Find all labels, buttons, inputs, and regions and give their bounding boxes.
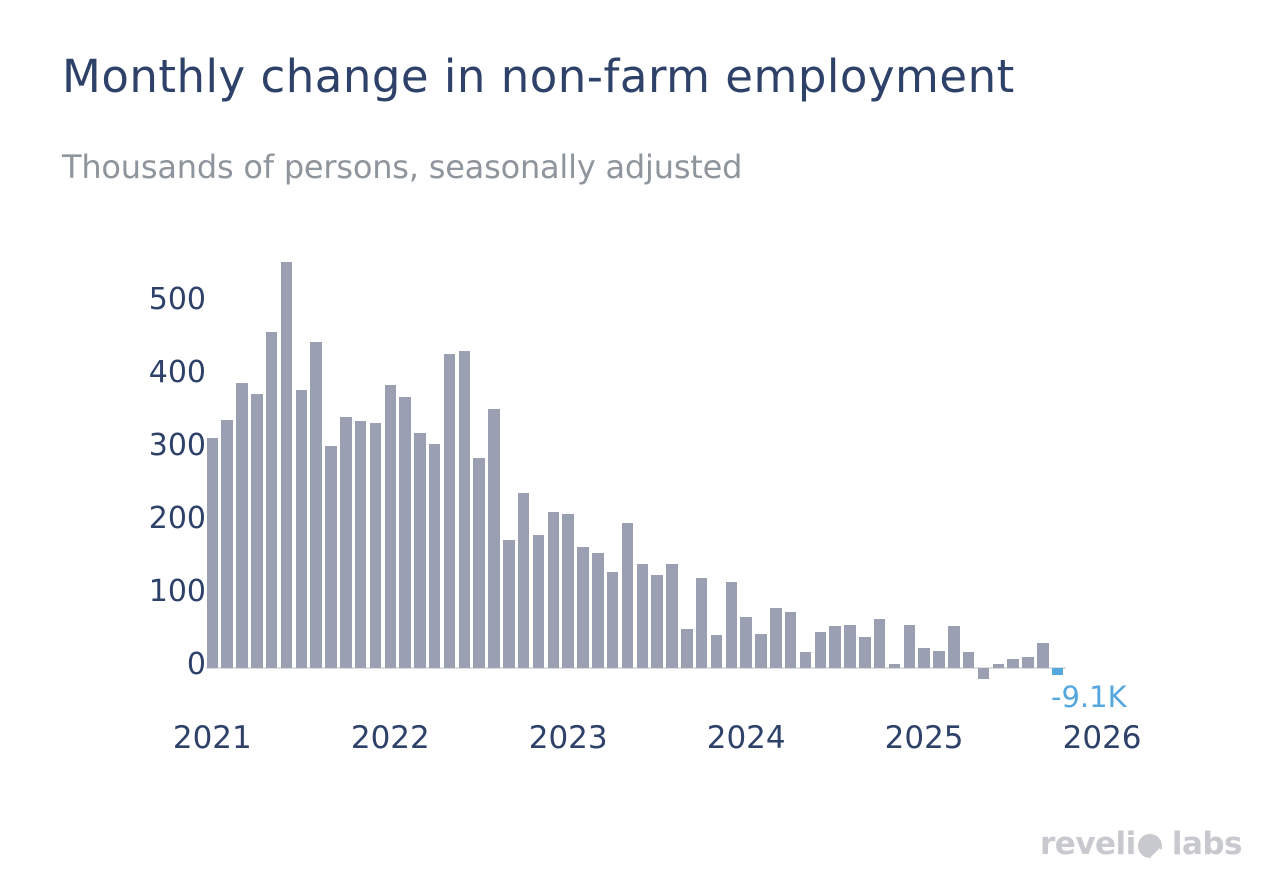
bar-jun-2024 [814, 631, 827, 668]
logo-text-left: reveli [1040, 826, 1136, 862]
bar-nov-2022 [532, 535, 545, 668]
bar-jun-2025 [992, 664, 1005, 668]
bar-may-2022 [443, 354, 456, 668]
bar-mar-2025 [948, 626, 960, 668]
logo-text-right: labs [1171, 826, 1243, 862]
bar-jan-2022 [384, 385, 397, 668]
chart-subtitle: Thousands of persons, seasonally adjuste… [62, 148, 743, 186]
y-tick-200: 200 [148, 500, 206, 536]
bar-mar-2023 [592, 552, 604, 668]
bar-jul-2022 [473, 457, 485, 668]
bar-jul-2023 [651, 575, 663, 668]
bar-may-2025 [977, 668, 990, 679]
bar-jun-2021 [280, 262, 293, 668]
x-tick-2021: 2021 [172, 720, 252, 756]
bar-jan-2021 [206, 437, 219, 668]
bar-mar-2021 [236, 382, 248, 668]
y-tick-400: 400 [148, 354, 206, 390]
bar-mar-2022 [414, 432, 426, 668]
bar-dec-2024 [903, 624, 916, 668]
bar-apr-2021 [251, 393, 263, 668]
bar-jul-2021 [295, 390, 308, 668]
bar-sep-2025 [1037, 643, 1049, 668]
x-tick-2023: 2023 [528, 720, 608, 756]
x-tick-2022: 2022 [350, 720, 430, 756]
bar-dec-2021 [369, 423, 382, 668]
bar-sep-2021 [325, 445, 337, 668]
bar-feb-2024 [755, 633, 767, 668]
bar-feb-2022 [399, 396, 411, 668]
bar-apr-2025 [962, 651, 975, 668]
revelio-labs-logo: reveli labs [1040, 826, 1243, 862]
y-tick-300: 300 [148, 427, 206, 463]
bar-jan-2024 [740, 616, 752, 668]
bar-may-2024 [799, 651, 812, 668]
y-tick-0: 0 [186, 646, 206, 682]
bar-nov-2023 [710, 635, 723, 668]
bar-may-2021 [265, 331, 278, 668]
bar-jan-2025 [918, 647, 930, 668]
bar-oct-2023 [695, 578, 708, 668]
x-tick-2026: 2026 [1062, 720, 1142, 756]
bar-dec-2023 [725, 581, 738, 668]
last-bar-value-label: -9.1K [1051, 680, 1127, 714]
bar-jul-2025 [1007, 659, 1019, 668]
bar-oct-2022 [517, 492, 530, 668]
zero-baseline [206, 667, 1066, 669]
bar-feb-2021 [221, 419, 233, 668]
y-tick-100: 100 [148, 573, 206, 609]
bar-jun-2022 [458, 350, 471, 668]
bar-oct-2025 [1051, 668, 1064, 675]
bar-oct-2024 [873, 619, 886, 668]
revelio-o-icon [1137, 833, 1162, 858]
bar-jan-2023 [562, 513, 574, 668]
bar-nov-2021 [354, 420, 367, 668]
bar-aug-2025 [1022, 657, 1034, 668]
bar-apr-2023 [606, 571, 619, 668]
bar-feb-2023 [577, 547, 589, 668]
chart-title: Monthly change in non-farm employment [62, 50, 1015, 103]
y-tick-500: 500 [148, 281, 206, 317]
bar-sep-2022 [503, 540, 515, 668]
bar-apr-2022 [428, 443, 441, 668]
bar-aug-2023 [666, 563, 678, 668]
bar-sep-2024 [859, 636, 871, 668]
bar-aug-2024 [844, 624, 856, 668]
bar-may-2023 [621, 522, 634, 668]
bar-dec-2022 [547, 512, 560, 668]
bar-aug-2022 [488, 409, 500, 668]
x-tick-2025: 2025 [884, 720, 964, 756]
bar-jun-2023 [636, 563, 649, 668]
bar-feb-2025 [933, 650, 945, 668]
x-tick-2024: 2024 [706, 720, 786, 756]
bar-apr-2024 [784, 611, 797, 668]
bar-nov-2024 [888, 664, 901, 668]
bar-mar-2024 [770, 608, 782, 668]
bar-sep-2023 [681, 628, 693, 668]
bar-aug-2021 [310, 342, 322, 668]
bar-oct-2021 [340, 417, 352, 668]
bar-jul-2024 [829, 626, 841, 668]
